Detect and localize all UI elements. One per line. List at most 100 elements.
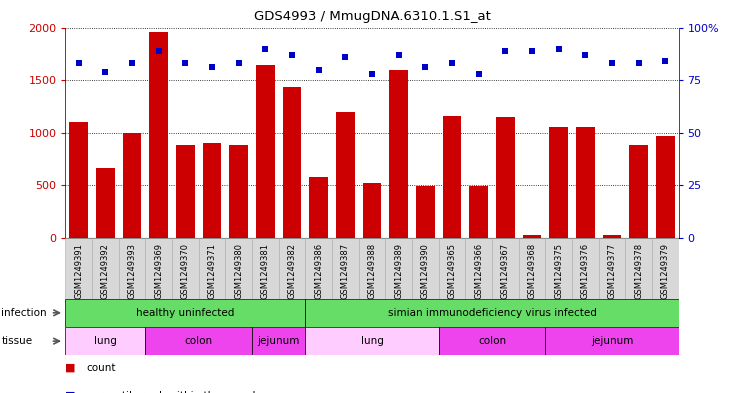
Point — [632, 60, 644, 66]
FancyBboxPatch shape — [332, 238, 359, 299]
Bar — [252, 327, 305, 355]
Point — [100, 68, 112, 75]
Bar — [629, 145, 648, 238]
FancyBboxPatch shape — [652, 238, 679, 299]
Text: infection: infection — [1, 308, 47, 318]
Bar — [145, 327, 252, 355]
Text: percentile rank within the sample: percentile rank within the sample — [86, 391, 262, 393]
Bar — [65, 327, 145, 355]
Text: lung: lung — [94, 336, 117, 346]
Text: GSM1249391: GSM1249391 — [74, 242, 83, 299]
FancyBboxPatch shape — [412, 238, 439, 299]
Point — [153, 48, 164, 54]
Text: GSM1249378: GSM1249378 — [634, 242, 643, 299]
FancyBboxPatch shape — [65, 238, 92, 299]
Text: GSM1249388: GSM1249388 — [368, 242, 376, 299]
Point — [420, 64, 432, 71]
Bar — [549, 127, 568, 238]
Bar — [496, 117, 515, 238]
Point — [206, 64, 218, 71]
Point — [339, 54, 351, 60]
Text: GSM1249377: GSM1249377 — [607, 242, 616, 299]
Text: ■: ■ — [65, 363, 76, 373]
Text: GSM1249387: GSM1249387 — [341, 242, 350, 299]
FancyBboxPatch shape — [492, 238, 519, 299]
FancyBboxPatch shape — [439, 238, 465, 299]
Point — [73, 60, 85, 66]
Text: GSM1249365: GSM1249365 — [447, 242, 457, 299]
FancyBboxPatch shape — [252, 238, 279, 299]
Point — [312, 66, 324, 73]
Point — [260, 45, 272, 51]
Point — [472, 71, 484, 77]
Point — [366, 71, 378, 77]
Text: jejunum: jejunum — [257, 336, 300, 346]
FancyBboxPatch shape — [279, 238, 305, 299]
Bar — [123, 132, 141, 238]
Text: GDS4993 / MmugDNA.6310.1.S1_at: GDS4993 / MmugDNA.6310.1.S1_at — [254, 10, 490, 23]
Text: colon: colon — [478, 336, 506, 346]
FancyBboxPatch shape — [359, 238, 385, 299]
Bar — [603, 235, 621, 238]
Bar — [439, 327, 545, 355]
FancyBboxPatch shape — [92, 238, 119, 299]
Text: GSM1249367: GSM1249367 — [501, 242, 510, 299]
Text: GSM1249392: GSM1249392 — [101, 242, 110, 299]
Point — [526, 48, 538, 54]
FancyBboxPatch shape — [385, 238, 412, 299]
Point — [286, 52, 298, 58]
FancyBboxPatch shape — [119, 238, 145, 299]
FancyBboxPatch shape — [519, 238, 545, 299]
Point — [659, 58, 671, 64]
Bar — [69, 122, 88, 238]
Bar — [416, 186, 434, 238]
Bar — [576, 127, 594, 238]
Text: GSM1249379: GSM1249379 — [661, 242, 670, 299]
Bar — [96, 168, 115, 238]
Point — [126, 60, 138, 66]
Text: healthy uninfected: healthy uninfected — [136, 308, 234, 318]
Bar — [362, 183, 382, 238]
Point — [553, 45, 565, 51]
Text: simian immunodeficiency virus infected: simian immunodeficiency virus infected — [388, 308, 597, 318]
FancyBboxPatch shape — [625, 238, 652, 299]
Text: colon: colon — [185, 336, 213, 346]
Bar — [443, 116, 461, 238]
Text: GSM1249371: GSM1249371 — [208, 242, 217, 299]
Text: GSM1249389: GSM1249389 — [394, 242, 403, 299]
Bar — [310, 177, 328, 238]
Bar — [545, 327, 679, 355]
Bar — [176, 145, 195, 238]
FancyBboxPatch shape — [305, 238, 332, 299]
Text: GSM1249375: GSM1249375 — [554, 242, 563, 299]
Bar — [656, 136, 675, 238]
Point — [393, 52, 405, 58]
Text: GSM1249390: GSM1249390 — [421, 242, 430, 299]
Bar — [305, 327, 439, 355]
Bar — [336, 112, 355, 238]
Text: GSM1249386: GSM1249386 — [314, 242, 323, 299]
Text: GSM1249381: GSM1249381 — [261, 242, 270, 299]
Point — [580, 52, 591, 58]
Bar — [150, 32, 168, 238]
Bar — [522, 235, 541, 238]
Text: jejunum: jejunum — [591, 336, 633, 346]
Text: GSM1249382: GSM1249382 — [287, 242, 297, 299]
FancyBboxPatch shape — [225, 238, 252, 299]
Bar — [203, 143, 222, 238]
Bar — [229, 145, 248, 238]
Text: GSM1249370: GSM1249370 — [181, 242, 190, 299]
Text: count: count — [86, 363, 116, 373]
FancyBboxPatch shape — [145, 238, 172, 299]
Point — [499, 48, 511, 54]
FancyBboxPatch shape — [599, 238, 625, 299]
Point — [233, 60, 245, 66]
FancyBboxPatch shape — [572, 238, 599, 299]
FancyBboxPatch shape — [465, 238, 492, 299]
Text: GSM1249366: GSM1249366 — [474, 242, 483, 299]
Text: GSM1249369: GSM1249369 — [154, 242, 163, 299]
FancyBboxPatch shape — [545, 238, 572, 299]
Text: lung: lung — [361, 336, 383, 346]
Bar — [305, 299, 679, 327]
Text: tissue: tissue — [1, 336, 33, 346]
